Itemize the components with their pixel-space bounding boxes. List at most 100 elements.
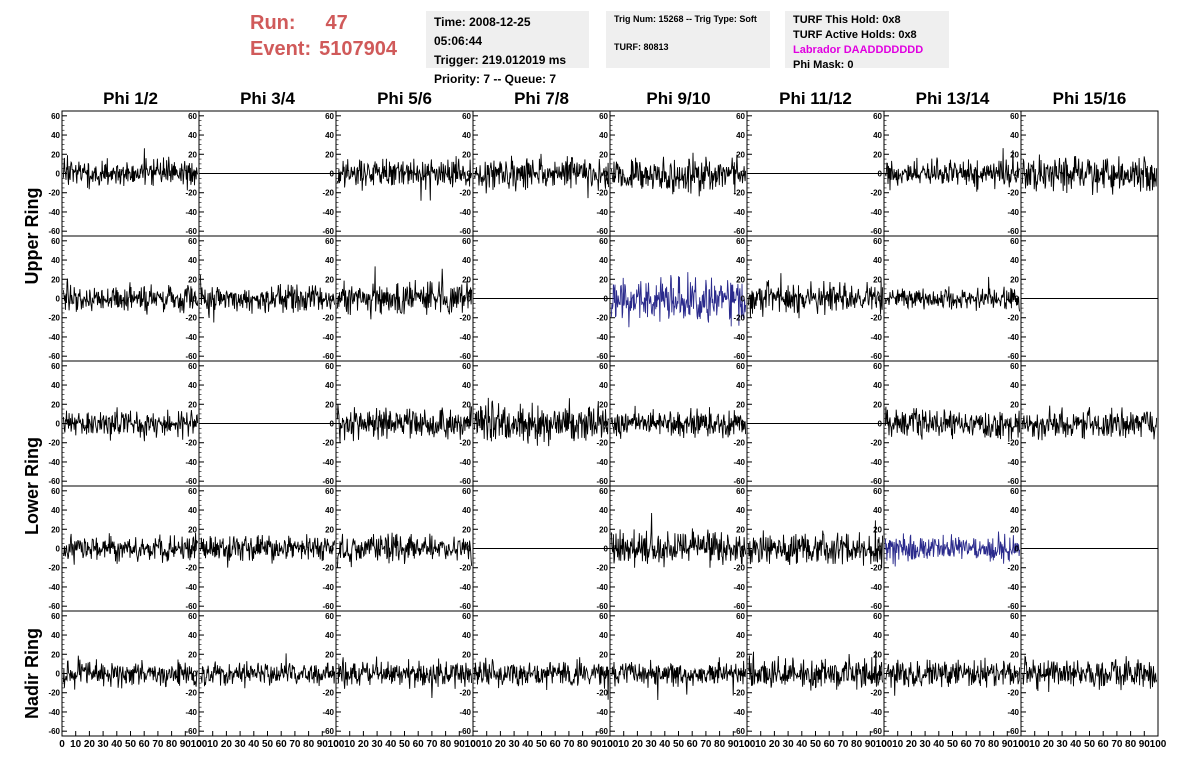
y-tick-label: 60 [188, 112, 197, 121]
y-tick-label: 60 [51, 362, 60, 371]
x-tick-label: 90 [1139, 739, 1151, 750]
y-tick-label: 0 [56, 295, 61, 304]
y-tick-label: -60 [596, 352, 608, 361]
y-tick-label: -20 [596, 564, 608, 573]
y-tick-label: -40 [48, 458, 60, 467]
y-tick-label: -60 [185, 352, 197, 361]
y-tick-label: 60 [188, 487, 197, 496]
y-tick-label: -40 [870, 708, 882, 717]
y-tick-label: 0 [467, 295, 472, 304]
y-tick-label: -20 [48, 689, 60, 698]
x-tick-label: 30 [372, 739, 384, 750]
y-tick-label: -60 [48, 352, 60, 361]
x-tick-label: 70 [563, 739, 575, 750]
y-tick-label: 0 [330, 545, 335, 554]
y-tick-label: 20 [1010, 150, 1019, 159]
x-tick-label: 90 [591, 739, 603, 750]
y-tick-label: -60 [322, 727, 334, 736]
y-tick-label: 20 [325, 400, 334, 409]
column-header: Phi 15/16 [1053, 89, 1127, 108]
y-tick-label: 0 [467, 545, 472, 554]
y-tick-label: -60 [596, 602, 608, 611]
y-tick-label: -20 [1007, 564, 1019, 573]
y-tick-label: 0 [1015, 670, 1020, 679]
y-tick-label: 40 [51, 381, 60, 390]
x-tick-label: 0 [470, 739, 476, 750]
y-tick-label: 40 [873, 381, 882, 390]
y-tick-label: 60 [462, 112, 471, 121]
y-tick-label: 0 [1015, 420, 1020, 429]
y-tick-label: -20 [733, 439, 745, 448]
x-tick-label: 10 [344, 739, 356, 750]
run-value: 47 [325, 12, 348, 34]
x-tick-label: 30 [1057, 739, 1069, 750]
y-tick-label: 40 [188, 131, 197, 140]
x-tick-label: 50 [125, 739, 137, 750]
y-tick-label: -20 [459, 314, 471, 323]
y-tick-label: 20 [599, 275, 608, 284]
y-tick-label: -20 [733, 189, 745, 198]
y-tick-label: 60 [599, 612, 608, 621]
x-tick-label: 30 [920, 739, 932, 750]
waveform-trace [884, 406, 1021, 442]
x-tick-label: 60 [276, 739, 288, 750]
y-tick-label: 0 [1015, 295, 1020, 304]
y-tick-label: -20 [733, 314, 745, 323]
y-tick-label: -60 [733, 602, 745, 611]
time-info-box: Time: 2008-12-25 05:06:44 Trigger: 219.0… [426, 11, 589, 86]
y-tick-label: 60 [1010, 487, 1019, 496]
y-tick-label: 20 [736, 525, 745, 534]
y-tick-label: 60 [736, 112, 745, 121]
x-tick-label: 100 [739, 739, 756, 750]
column-header: Phi 13/14 [916, 89, 990, 108]
y-tick-label: 0 [878, 295, 883, 304]
y-tick-label: -20 [596, 189, 608, 198]
y-tick-label: -40 [870, 208, 882, 217]
y-tick-label: 40 [188, 256, 197, 265]
y-tick-label: -20 [1007, 314, 1019, 323]
y-tick-label: 60 [736, 237, 745, 246]
x-tick-label: 70 [700, 739, 712, 750]
y-tick-label: -20 [596, 689, 608, 698]
y-tick-label: 0 [330, 170, 335, 179]
row-label: Lower Ring [22, 437, 42, 535]
y-tick-label: 40 [51, 631, 60, 640]
y-tick-label: -40 [1007, 458, 1019, 467]
x-tick-label: 50 [673, 739, 685, 750]
x-tick-label: 80 [714, 739, 726, 750]
y-tick-label: -40 [459, 458, 471, 467]
panel-frame [609, 110, 748, 237]
y-tick-label: 60 [51, 237, 60, 246]
y-tick-label: 0 [741, 170, 746, 179]
y-tick-label: 0 [467, 170, 472, 179]
y-tick-label: 60 [462, 237, 471, 246]
y-tick-label: 20 [736, 275, 745, 284]
y-tick-label: -20 [733, 564, 745, 573]
y-tick-label: -60 [48, 602, 60, 611]
y-tick-label: 40 [325, 631, 334, 640]
x-tick-label: 60 [961, 739, 973, 750]
priority-line: Priority: 7 -- Queue: 7 [434, 72, 557, 86]
waveform-trace [748, 650, 884, 691]
y-tick-label: -20 [185, 564, 197, 573]
y-tick-label: -20 [733, 689, 745, 698]
y-tick-label: 20 [736, 150, 745, 159]
y-tick-label: -40 [870, 583, 882, 592]
x-tick-label: 60 [413, 739, 425, 750]
x-tick-label: 60 [687, 739, 699, 750]
y-tick-label: 0 [193, 670, 198, 679]
y-tick-label: 20 [873, 525, 882, 534]
y-tick-label: 20 [462, 275, 471, 284]
y-tick-label: -20 [322, 189, 334, 198]
waveform-trace [62, 278, 199, 315]
y-tick-label: 60 [873, 237, 882, 246]
y-tick-label: 40 [325, 256, 334, 265]
y-tick-label: -60 [185, 727, 197, 736]
y-tick-label: -60 [1007, 352, 1019, 361]
turf-line: TURF: 80813 [614, 42, 669, 52]
turf-active-line: TURF Active Holds: 0x8 [793, 29, 917, 41]
x-tick-label: 80 [303, 739, 315, 750]
y-tick-label: 0 [604, 420, 609, 429]
x-tick-label: 20 [769, 739, 781, 750]
